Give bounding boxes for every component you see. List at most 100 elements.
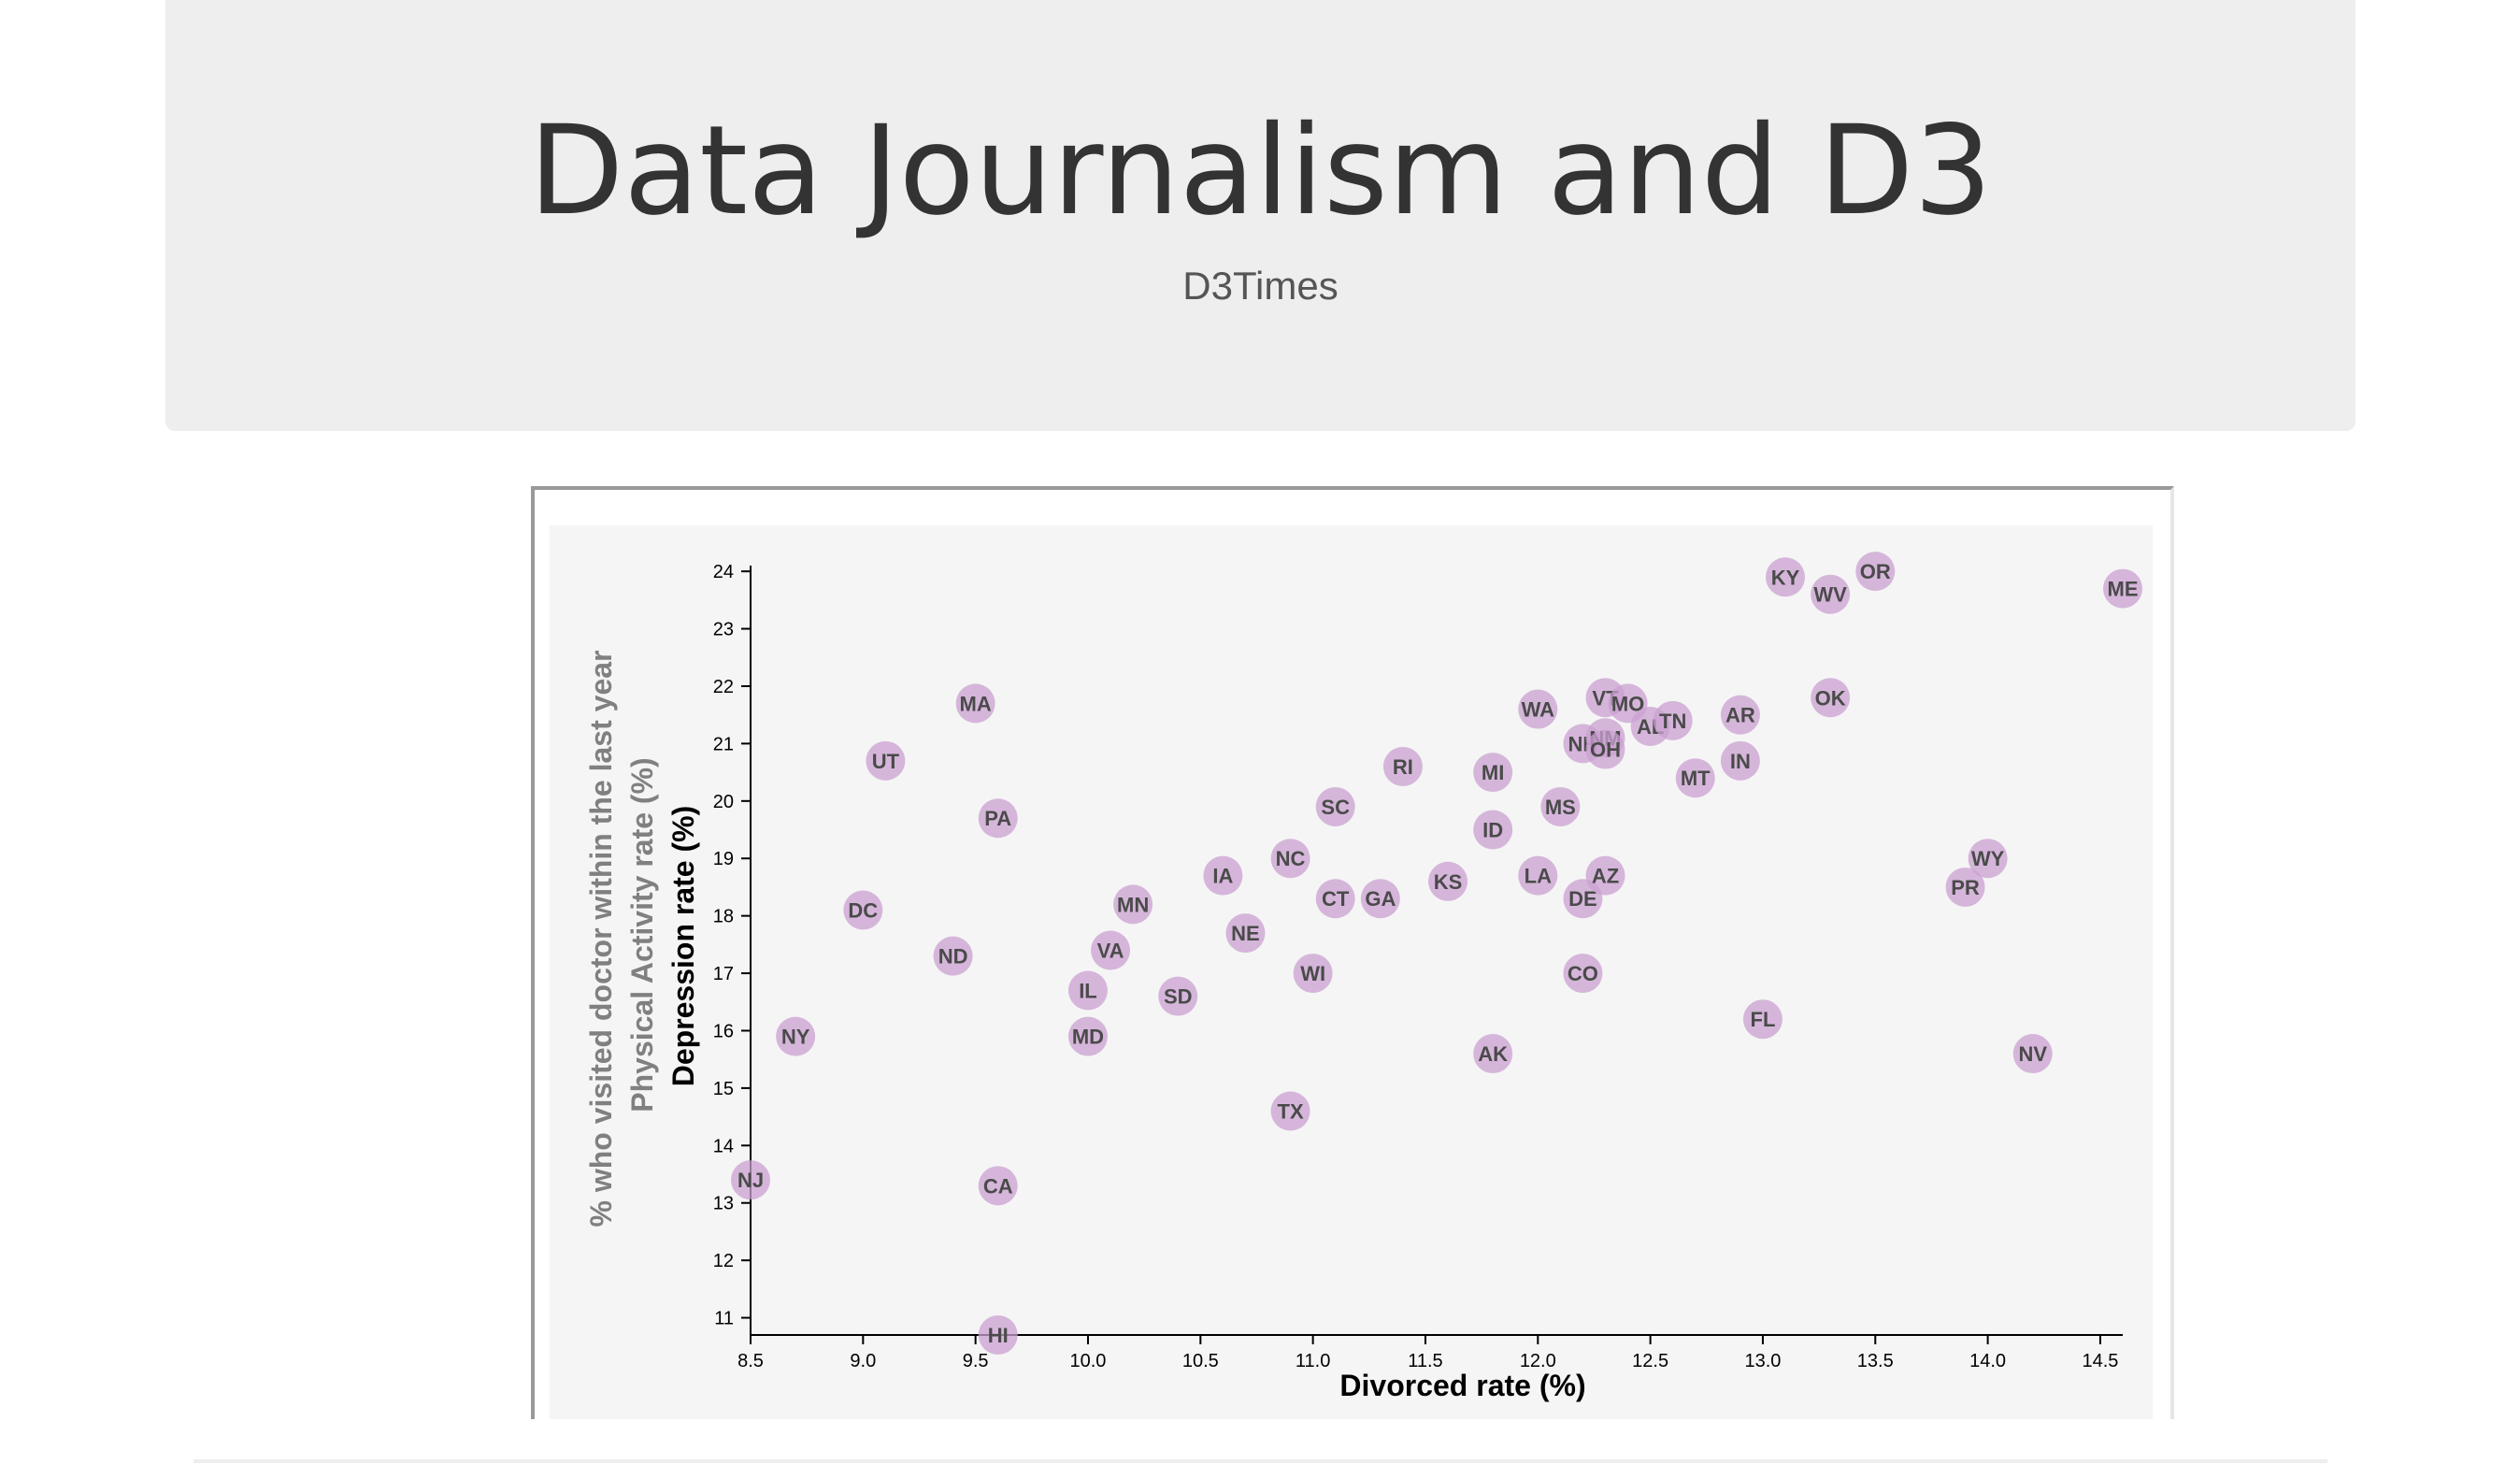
state-marker[interactable] (1067, 1016, 1108, 1056)
y-axis-label-doctor-visits[interactable]: % who visited doctor within the last yea… (584, 651, 618, 1227)
state-point-id[interactable]: ID (1473, 810, 1513, 850)
state-point-ri[interactable]: RI (1382, 746, 1423, 786)
state-point-ky[interactable]: KY (1766, 557, 1806, 597)
state-point-co[interactable]: CO (1563, 954, 1603, 994)
state-marker[interactable] (1473, 810, 1513, 850)
state-point-mi[interactable]: MI (1473, 753, 1513, 793)
state-marker[interactable] (1428, 861, 1468, 901)
state-point-dc[interactable]: DC (843, 890, 883, 930)
state-marker[interactable] (843, 890, 883, 930)
state-marker[interactable] (1225, 913, 1266, 954)
state-marker[interactable] (955, 683, 995, 724)
state-point-ca[interactable]: CA (978, 1166, 1018, 1206)
state-marker[interactable] (978, 1315, 1018, 1355)
state-marker[interactable] (2012, 1034, 2053, 1074)
state-marker[interactable] (1563, 954, 1603, 994)
state-marker[interactable] (2103, 568, 2142, 609)
state-point-fl[interactable]: FL (1742, 999, 1783, 1040)
state-point-me[interactable]: ME (2103, 568, 2142, 609)
state-point-ar[interactable]: AR (1720, 695, 1760, 735)
x-tick-label: 12.0 (1520, 1351, 1556, 1371)
state-marker[interactable] (1113, 884, 1153, 925)
state-marker[interactable] (1518, 855, 1558, 896)
state-point-ks[interactable]: KS (1428, 861, 1468, 901)
state-marker[interactable] (1270, 1091, 1310, 1131)
state-marker[interactable] (1270, 839, 1310, 879)
state-marker[interactable] (1585, 729, 1625, 769)
state-point-nj[interactable]: NJ (731, 1160, 770, 1200)
state-point-ia[interactable]: IA (1203, 855, 1243, 896)
state-point-nc[interactable]: NC (1270, 839, 1310, 879)
state-point-md[interactable]: MD (1067, 1016, 1108, 1056)
y-axis-label-physical-activity[interactable]: Physical Activity rate (%) (625, 757, 659, 1112)
state-marker[interactable] (1855, 552, 1896, 592)
state-marker[interactable] (1653, 700, 1693, 740)
state-marker[interactable] (1945, 867, 1985, 907)
x-tick-label: 9.5 (963, 1351, 989, 1371)
state-marker[interactable] (1315, 786, 1355, 826)
state-label: FL (1751, 1008, 1776, 1031)
state-point-az[interactable]: AZ (1585, 855, 1625, 896)
state-point-ne[interactable]: NE (1225, 913, 1266, 954)
state-marker[interactable] (1293, 954, 1333, 994)
state-marker[interactable] (1811, 574, 1851, 614)
state-marker[interactable] (1473, 1034, 1513, 1074)
state-point-ak[interactable]: AK (1473, 1034, 1513, 1074)
state-marker[interactable] (1382, 746, 1423, 786)
state-point-ga[interactable]: GA (1360, 879, 1400, 919)
state-marker[interactable] (933, 936, 973, 976)
state-marker[interactable] (1742, 999, 1783, 1040)
state-marker[interactable] (1158, 976, 1198, 1016)
state-point-ut[interactable]: UT (866, 740, 906, 781)
state-marker[interactable] (1473, 753, 1513, 793)
state-point-nd[interactable]: ND (933, 936, 973, 976)
state-marker[interactable] (1091, 930, 1131, 970)
state-marker[interactable] (1540, 786, 1581, 826)
state-marker[interactable] (1968, 839, 2008, 879)
state-marker[interactable] (866, 740, 906, 781)
state-marker[interactable] (1720, 695, 1760, 735)
state-point-tn[interactable]: TN (1653, 700, 1693, 740)
state-marker[interactable] (978, 798, 1018, 839)
state-point-in[interactable]: IN (1720, 740, 1760, 781)
y-axis-label-active[interactable]: Depression rate (%) (666, 806, 700, 1087)
state-point-nv[interactable]: NV (2012, 1034, 2053, 1074)
state-marker[interactable] (978, 1166, 1018, 1206)
state-point-ny[interactable]: NY (776, 1016, 816, 1056)
state-point-ok[interactable]: OK (1811, 678, 1851, 718)
state-point-or[interactable]: OR (1855, 552, 1896, 592)
state-marker[interactable] (1766, 557, 1806, 597)
state-marker[interactable] (1811, 678, 1851, 718)
state-point-il[interactable]: IL (1067, 970, 1108, 1011)
state-point-wv[interactable]: WV (1811, 574, 1851, 614)
state-point-pr[interactable]: PR (1945, 867, 1985, 907)
state-point-al[interactable]: AL (1630, 706, 1670, 746)
state-point-ms[interactable]: MS (1540, 786, 1581, 826)
x-axis-label[interactable]: Divorced rate (%) (1339, 1369, 1585, 1402)
state-point-wy[interactable]: WY (1968, 839, 2008, 879)
state-point-sd[interactable]: SD (1158, 976, 1198, 1016)
state-marker[interactable] (1675, 758, 1715, 798)
state-point-wi[interactable]: WI (1293, 954, 1333, 994)
state-marker[interactable] (1720, 740, 1760, 781)
state-marker[interactable] (1518, 689, 1558, 729)
state-point-hi[interactable]: HI (978, 1315, 1018, 1355)
state-marker[interactable] (1360, 879, 1400, 919)
state-point-wa[interactable]: WA (1518, 689, 1558, 729)
state-point-ct[interactable]: CT (1315, 879, 1355, 919)
state-point-mt[interactable]: MT (1675, 758, 1715, 798)
state-point-oh[interactable]: OH (1585, 729, 1625, 769)
state-point-ma[interactable]: MA (955, 683, 995, 724)
state-point-tx[interactable]: TX (1270, 1091, 1310, 1131)
state-point-la[interactable]: LA (1518, 855, 1558, 896)
state-marker[interactable] (1067, 970, 1108, 1011)
state-marker[interactable] (1203, 855, 1243, 896)
state-marker[interactable] (1315, 879, 1355, 919)
state-marker[interactable] (1585, 855, 1625, 896)
state-marker[interactable] (776, 1016, 816, 1056)
state-point-mn[interactable]: MN (1113, 884, 1153, 925)
state-point-pa[interactable]: PA (978, 798, 1018, 839)
state-marker[interactable] (731, 1160, 770, 1200)
state-point-sc[interactable]: SC (1315, 786, 1355, 826)
state-point-va[interactable]: VA (1091, 930, 1131, 970)
